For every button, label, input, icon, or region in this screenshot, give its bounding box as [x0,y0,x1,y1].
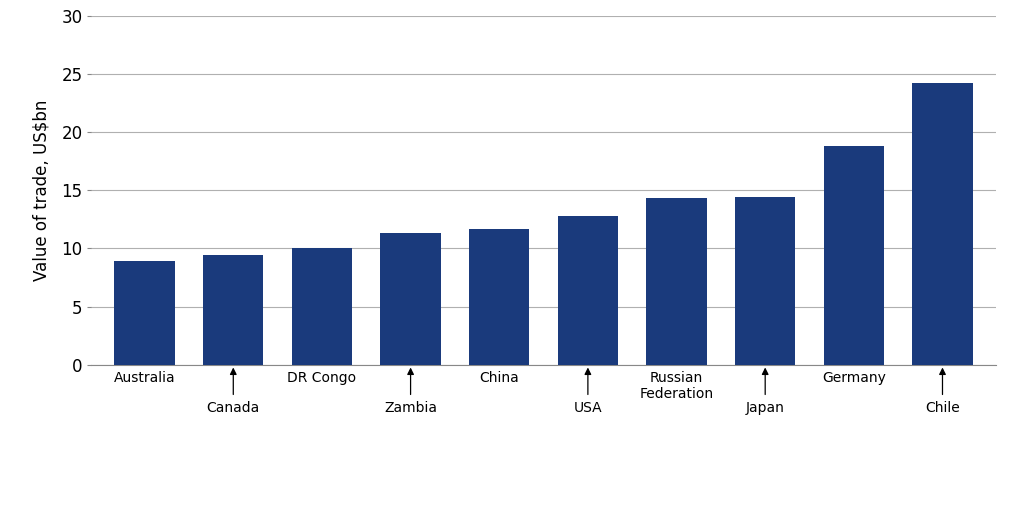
Text: USA: USA [574,401,602,415]
Bar [203,255,263,365]
Text: Canada: Canada [206,401,260,415]
Text: Australia: Australia [114,370,176,384]
Bar [469,229,529,365]
Bar [115,261,175,365]
Text: China: China [480,370,519,384]
Bar [558,216,618,365]
Text: Germany: Germany [822,370,886,384]
Text: Russian
Federation: Russian Federation [639,370,713,401]
Text: DR Congo: DR Congo [288,370,357,384]
Text: Chile: Chile [926,401,960,415]
Text: Japan: Japan [746,401,784,415]
Bar [912,83,972,365]
Y-axis label: Value of trade, US$bn: Value of trade, US$bn [33,100,50,281]
Bar [380,233,441,365]
Bar [824,146,884,365]
Bar [646,199,707,365]
Bar [292,249,353,365]
Bar [735,197,796,365]
Text: Zambia: Zambia [384,401,437,415]
